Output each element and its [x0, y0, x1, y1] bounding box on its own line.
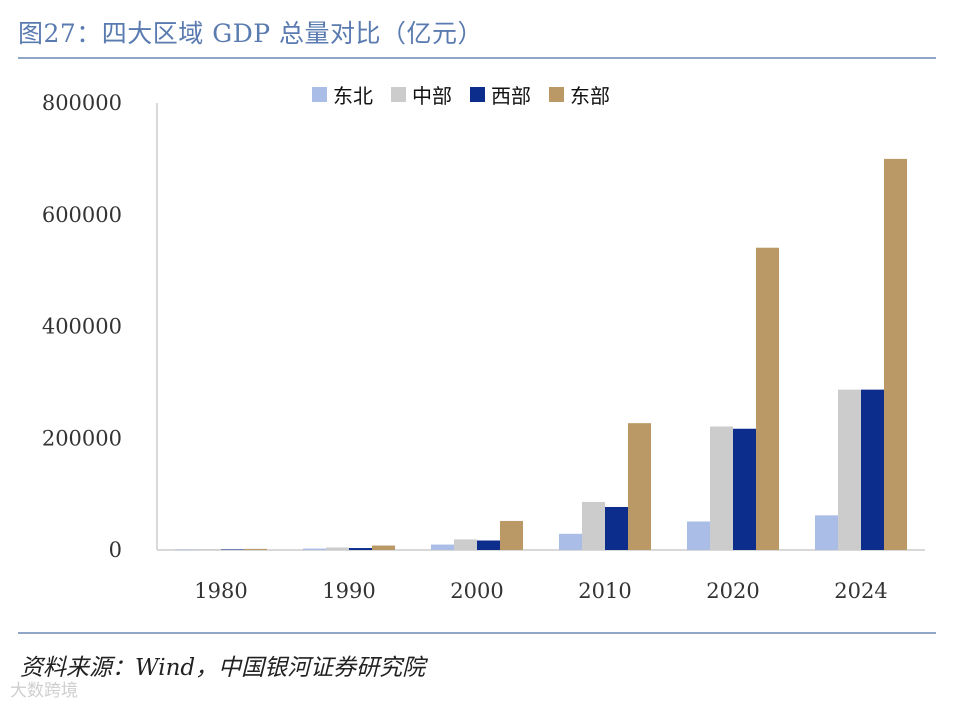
legend-swatch	[391, 87, 406, 102]
legend-item: 东北	[312, 80, 373, 109]
top-divider	[18, 57, 936, 59]
bar-东部-2010	[628, 423, 651, 550]
legend-item: 中部	[391, 80, 452, 109]
chart-title: 图27：四大区域 GDP 总量对比（亿元）	[18, 19, 484, 48]
bar-西部-1980	[221, 549, 244, 550]
x-tick-label: 1980	[194, 579, 247, 603]
bar-东部-2000	[500, 520, 523, 550]
bottom-divider	[18, 632, 936, 634]
bar-东部-2024	[884, 158, 907, 550]
legend-label: 西部	[491, 84, 531, 108]
x-tick-label: 2000	[450, 579, 503, 603]
bar-东北-2024	[815, 515, 838, 550]
bar-东部-2020	[756, 247, 779, 550]
bar-西部-1990	[349, 548, 372, 550]
legend-swatch	[312, 87, 327, 102]
y-tick-label: 800000	[42, 91, 122, 115]
bar-东北-2010	[559, 533, 582, 550]
bar-东部-1980	[244, 548, 267, 550]
bar-中部-1980	[198, 549, 221, 550]
watermark-text: 大数跨境	[10, 681, 78, 701]
bar-中部-2024	[838, 389, 861, 550]
bar-中部-1990	[326, 547, 349, 550]
y-tick-label: 0	[109, 538, 122, 562]
legend-label: 东部	[570, 84, 610, 108]
chart-legend: 东北 中部 西部 东部	[312, 80, 610, 109]
x-tick-label: 2024	[834, 579, 887, 603]
legend-item: 东部	[549, 80, 610, 109]
legend-label: 东北	[333, 84, 373, 108]
bar-西部-2010	[605, 506, 628, 550]
bar-西部-2024	[861, 389, 884, 550]
bar-东北-2020	[687, 521, 710, 550]
bar-东北-1980	[175, 549, 198, 551]
bar-中部-2000	[454, 539, 477, 550]
legend-swatch	[470, 87, 485, 102]
bar-中部-2020	[710, 426, 733, 550]
legend-swatch	[549, 87, 564, 102]
bar-东北-2000	[431, 544, 454, 550]
x-tick-label: 2020	[706, 579, 759, 603]
source-note: 资料来源：Wind，中国银河证券研究院	[20, 655, 426, 681]
bar-东北-1990	[303, 548, 326, 550]
x-tick-label: 1990	[322, 579, 375, 603]
y-tick-label: 200000	[42, 426, 122, 450]
legend-item: 西部	[470, 80, 531, 109]
y-tick-label: 400000	[42, 315, 122, 339]
x-tick-label: 2010	[578, 579, 631, 603]
y-tick-label: 600000	[42, 203, 122, 227]
bar-中部-2010	[582, 501, 605, 550]
legend-label: 中部	[412, 84, 452, 108]
bar-西部-2000	[477, 540, 500, 550]
bar-西部-2020	[733, 428, 756, 550]
bar-东部-1990	[372, 545, 395, 550]
